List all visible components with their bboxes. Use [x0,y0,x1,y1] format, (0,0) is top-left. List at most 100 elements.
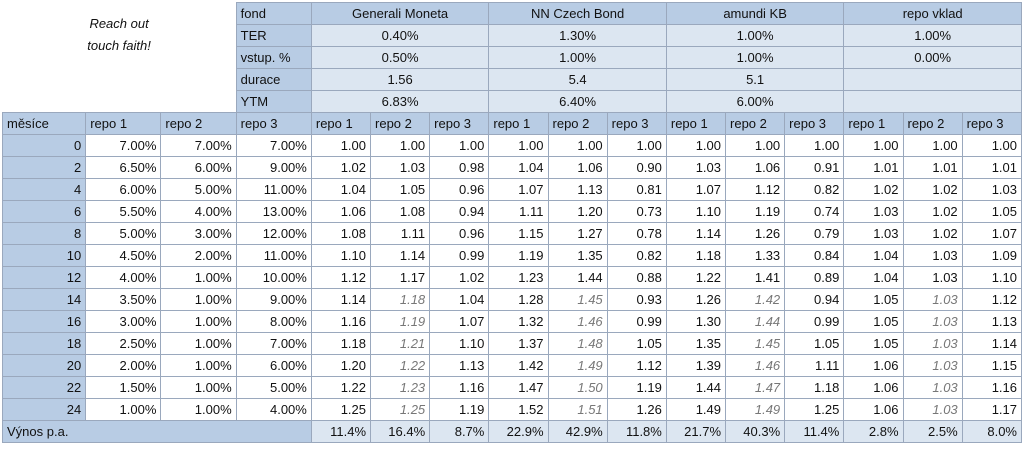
value-cell: 1.16 [310,310,372,333]
attribute-value: 1.00% [665,24,845,47]
value-cell: 1.05 [843,288,904,311]
value-cell: 1.48 [547,332,608,355]
value-cell: 1.03 [902,354,963,377]
column-header: repo 3 [429,112,490,135]
fund-name: repo vklad [843,2,1022,25]
value-cell: 1.00 [961,134,1023,157]
month: 0 [1,134,87,157]
value-cell: 1.25 [310,398,372,421]
table-row: 2 6.50% 6.00% 9.00% 1.02 1.03 0.98 1.04 1.06 0.90… [1,156,1023,179]
value-cell: 4.00% [160,200,237,223]
value-cell: 1.03 [843,200,904,223]
value-cell: 3.00% [160,222,237,245]
attribute-label: YTM [235,90,312,113]
value-cell: 1.20 [310,354,372,377]
value-cell: 1.03 [370,156,431,179]
value-cell: 1.46 [547,310,608,333]
value-cell: 1.50 [547,376,608,399]
annual-yield: 21.7% [665,420,727,443]
value-cell: 5.00% [160,178,237,201]
value-cell: 1.41 [725,266,786,289]
value-cell: 1.10 [310,244,372,267]
value-cell: 1.00 [843,134,904,157]
value-cell: 1.10 [961,266,1023,289]
value-cell: 1.06 [725,156,786,179]
fund-label: fond [235,2,312,25]
month: 18 [1,332,87,355]
attribute-value: 0.50% [310,46,490,69]
attribute-value: 1.56 [310,68,490,91]
column-header: repo 2 [902,112,963,135]
attribute-value [843,68,1022,91]
value-cell: 1.12 [725,178,786,201]
value-cell: 1.04 [310,178,372,201]
value-cell: 1.11 [488,200,549,223]
column-header: repo 2 [725,112,786,135]
value-cell: 1.07 [665,178,727,201]
value-cell: 5.00% [85,222,162,245]
attribute-value: 6.83% [310,90,490,113]
value-cell: 2.50% [85,332,162,355]
value-cell: 1.45 [547,288,608,311]
fund-name: Generali Moneta [310,2,490,25]
annual-yield: 11.8% [606,420,667,443]
month: 22 [1,376,87,399]
attribute-label: durace [235,68,312,91]
value-cell: 1.02 [902,222,963,245]
value-cell: 1.00% [160,288,237,311]
value-cell: 1.07 [961,222,1023,245]
value-cell: 0.96 [429,222,490,245]
value-cell: 6.50% [85,156,162,179]
value-cell: 0.93 [606,288,667,311]
table-row: měsíce repo 1 repo 2 repo 3 repo 1 repo 2 repo… [1,112,1023,135]
column-header: repo 1 [488,112,549,135]
value-cell: 1.00 [784,134,845,157]
value-cell: 0.99 [606,310,667,333]
value-cell: 1.51 [547,398,608,421]
value-cell: 1.00% [85,398,162,421]
month: 14 [1,288,87,311]
value-cell: 1.00% [160,332,237,355]
value-cell: 1.12 [310,266,372,289]
value-cell: 1.18 [784,376,845,399]
value-cell: 1.17 [961,398,1023,421]
value-cell: 1.30 [665,310,727,333]
value-cell: 1.00 [370,134,431,157]
value-cell: 4.00% [235,398,312,421]
attribute-value: 1.00% [665,46,845,69]
value-cell: 5.50% [85,200,162,223]
value-cell: 9.00% [235,288,312,311]
value-cell: 1.05 [606,332,667,355]
attribute-value: 1.30% [488,24,667,47]
value-cell: 1.23 [370,376,431,399]
table-row: YTM 6.83% 6.40% 6.00% [3,90,1022,113]
value-cell: 3.00% [85,310,162,333]
value-cell: 1.00 [725,134,786,157]
value-cell: 1.44 [725,310,786,333]
value-cell: 1.00% [160,398,237,421]
value-cell: 1.42 [725,288,786,311]
value-cell: 1.13 [961,310,1023,333]
value-cell: 1.39 [665,354,727,377]
annual-yield: 11.4% [784,420,845,443]
value-cell: 1.02 [843,178,904,201]
value-cell: 1.46 [725,354,786,377]
month: 24 [1,398,87,421]
table-row: 0 7.00% 7.00% 7.00% 1.00 1.00 1.00 1.00 1.00 1.00… [1,134,1023,157]
value-cell: 0.94 [429,200,490,223]
value-cell: 6.00% [85,178,162,201]
value-cell: 4.50% [85,244,162,267]
value-cell: 1.12 [606,354,667,377]
value-cell: 1.35 [547,244,608,267]
table-row: 20 2.00% 1.00% 6.00% 1.20 1.22 1.13 1.42 1.49 1.1… [1,354,1023,377]
value-cell: 0.98 [429,156,490,179]
value-cell: 0.78 [606,222,667,245]
note: Reach out touch faith! [3,3,237,113]
table-row: 14 3.50% 1.00% 9.00% 1.14 1.18 1.04 1.28 1.45 0.9… [1,288,1023,311]
value-cell: 1.02 [902,178,963,201]
value-cell: 1.49 [725,398,786,421]
value-cell: 1.18 [665,244,727,267]
month: 16 [1,310,87,333]
value-cell: 1.25 [784,398,845,421]
column-header: repo 3 [784,112,845,135]
